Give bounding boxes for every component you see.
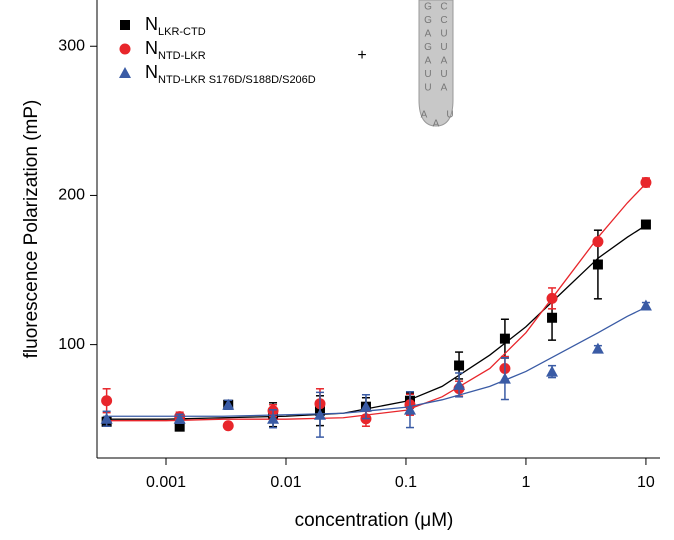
hairpin-base: C <box>440 2 447 13</box>
marker-triangle <box>313 408 326 420</box>
hairpin-base: A <box>441 83 448 94</box>
hairpin-loop-base: A <box>433 119 440 130</box>
plot-area <box>100 176 652 438</box>
marker-triangle <box>119 67 131 78</box>
fit-curve <box>103 306 647 417</box>
marker-triangle <box>222 398 235 410</box>
hairpin-base: G <box>424 42 432 53</box>
y-axis-title: fluorescence Polarization (mP) <box>21 100 42 359</box>
marker-triangle <box>403 403 416 415</box>
y-tick-label: 100 <box>58 336 85 353</box>
hairpin-shape <box>418 0 454 127</box>
fit-curve <box>103 183 647 422</box>
hairpin-loop-base: U <box>446 110 453 121</box>
legend-subscript: LKR-CTD <box>158 26 206 38</box>
marker-square <box>174 421 185 432</box>
legend-name: N <box>145 14 158 34</box>
hairpin-base: U <box>424 83 431 94</box>
marker-triangle <box>100 412 113 424</box>
marker-square <box>592 259 603 270</box>
legend-label: NNTD-LKR <box>145 38 206 62</box>
legend-label: NNTD-LKR S176D/S188D/S206D <box>145 62 316 86</box>
fit-curve <box>103 224 647 420</box>
marker-square <box>499 333 510 344</box>
marker-triangle <box>359 400 372 412</box>
hairpin-base: U <box>440 29 447 40</box>
legend-name: N <box>145 38 158 58</box>
hairpin-base: U <box>440 69 447 80</box>
plus-sign: + <box>357 47 366 64</box>
x-tick-label: 10 <box>637 474 655 491</box>
hairpin-base: A <box>441 56 448 67</box>
marker-circle <box>640 176 652 188</box>
legend-subscript: NTD-LKR <box>158 50 206 62</box>
marker-square <box>454 360 465 371</box>
x-tick-label: 0.01 <box>270 474 301 491</box>
legend-name: N <box>145 62 158 82</box>
marker-circle <box>222 420 234 432</box>
marker-circle <box>119 43 131 55</box>
marker-triangle <box>498 372 511 384</box>
hairpin-base: C <box>440 15 447 26</box>
hairpin-base: U <box>424 69 431 80</box>
legend-subscript: NTD-LKR S176D/S188D/S206D <box>158 74 316 86</box>
marker-square <box>547 312 558 323</box>
y-tick-label: 200 <box>58 187 85 204</box>
marker-square <box>640 219 651 230</box>
hairpin-base: G <box>424 15 432 26</box>
x-axis-title: concentration (μM) <box>295 510 454 531</box>
x-tick-label: 0.001 <box>146 474 186 491</box>
marker-triangle <box>639 299 652 311</box>
marker-square <box>120 20 130 30</box>
marker-triangle <box>546 365 559 377</box>
hairpin-base: U <box>440 42 447 53</box>
x-tick-label: 1 <box>521 474 530 491</box>
hairpin-base: G <box>424 2 432 13</box>
x-tick-label: 0.1 <box>395 474 417 491</box>
marker-triangle <box>591 342 604 354</box>
marker-circle <box>101 395 113 407</box>
marker-triangle <box>453 378 466 390</box>
marker-circle <box>592 236 604 248</box>
hairpin-base: A <box>425 56 432 67</box>
legend-label: NLKR-CTD <box>145 14 206 38</box>
marker-triangle <box>267 412 280 424</box>
hairpin-base: A <box>425 29 432 40</box>
marker-circle <box>546 292 558 304</box>
y-tick-label: 300 <box>58 37 85 54</box>
hairpin-loop-base: A <box>421 110 428 121</box>
marker-triangle <box>173 412 186 424</box>
